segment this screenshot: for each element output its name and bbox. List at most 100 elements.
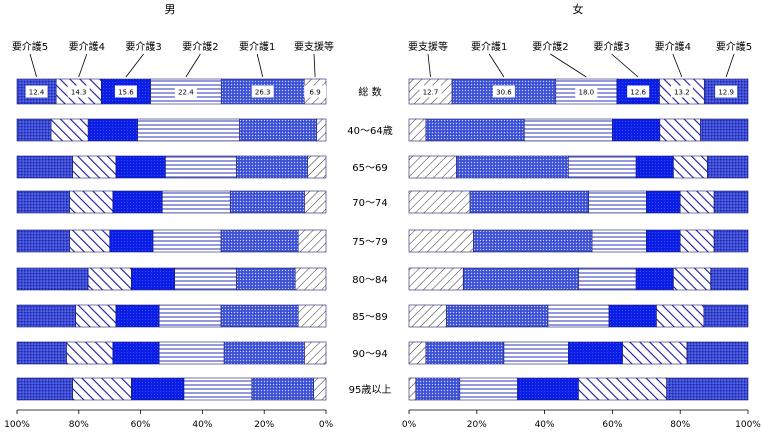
male-leader-care1 — [256, 53, 264, 78]
female-bar-care4-row4 — [679, 229, 715, 253]
male-data-label-care4: 14.3 — [71, 89, 87, 97]
female-legend: 要支援等 要介護1 要介護2 要介護3 要介護4 要介護5 — [408, 40, 752, 78]
category-label: 総 数 — [358, 86, 381, 99]
male-title: 男 — [165, 3, 176, 16]
male-bar-care4-row1 — [50, 118, 89, 142]
male-bar-support-row8 — [313, 377, 327, 401]
male-leader-care2 — [185, 53, 201, 78]
female-bar-care2-row6 — [547, 304, 610, 328]
male-leader-care5 — [29, 53, 37, 78]
male-data-label-bg-care1 — [251, 85, 274, 98]
female-data-label-bg-care3 — [627, 85, 650, 98]
male-legend-care5: 要介護5 — [12, 40, 48, 53]
male-bar-care2-row5 — [174, 267, 237, 291]
female-bar-care3-row4 — [645, 229, 681, 253]
female-bar-care3-row3 — [645, 190, 681, 214]
female-data-label-care3: 12.6 — [630, 89, 646, 97]
female-bar-care4-row1 — [659, 118, 701, 142]
female-data-label-bg-care5 — [715, 85, 738, 98]
female-bar-care3-row5 — [635, 267, 674, 291]
female-bar-support-row8 — [408, 377, 417, 401]
female-bar-care1-row7 — [425, 341, 505, 365]
female-bar-support-row2 — [408, 155, 457, 179]
male-data-label-care2: 22.4 — [178, 89, 194, 97]
male-bar-care1-row4 — [220, 229, 299, 253]
female-data-label-support: 12.7 — [423, 89, 439, 97]
male-data-label-bg-care4 — [67, 85, 90, 98]
male-bar-care3-row5 — [131, 267, 175, 291]
female-tick-label: 100% — [735, 420, 761, 430]
male-tick-label: 0% — [319, 420, 334, 430]
male-data-label-bg-care5 — [25, 85, 48, 98]
female-bars: 12.7 30.6 18.0 12.6 13.2 12.9 — [408, 78, 749, 401]
male-bar-care2-row3 — [161, 190, 231, 214]
male-bars: 6.9 26.3 22.4 15.6 14.3 12.4 — [16, 78, 327, 401]
category-label: 65～69 — [352, 163, 387, 174]
female-bar-care3-row6 — [608, 304, 657, 328]
female-tick-label: 40% — [535, 420, 555, 430]
male-bar-care3-row3 — [112, 190, 163, 214]
male-bar-support-row7 — [304, 341, 327, 365]
female-bar-care3-row2 — [635, 155, 674, 179]
male-bar-support-row2 — [307, 155, 327, 179]
male-bar-care3-row2 — [115, 155, 166, 179]
female-bar-care2-row4 — [591, 229, 647, 253]
female-legend-care2: 要介護2 — [532, 40, 568, 53]
female-bar-care1-row2 — [456, 155, 569, 179]
male-legend-care3: 要介護3 — [125, 40, 161, 53]
male-data-label-bg-care2 — [174, 85, 197, 98]
female-bar-care1-row6 — [445, 304, 549, 328]
male-bar-care3-row6 — [115, 304, 160, 328]
female-bar-care5-row5 — [710, 267, 749, 291]
male-tick-label: 80% — [69, 420, 89, 430]
male-bar-care1-row3 — [229, 190, 305, 214]
category-label: 70～74 — [352, 198, 387, 209]
female-bar-care5-row4 — [713, 229, 749, 253]
male-legend-care2: 要介護2 — [182, 40, 218, 53]
female-legend-care4: 要介護4 — [655, 40, 691, 53]
male-bar-care1-row7 — [223, 341, 305, 365]
male-bar-support-row1 — [316, 118, 327, 142]
male-data-label-care1: 26.3 — [255, 89, 271, 97]
female-bar-care3-row1 — [612, 118, 661, 142]
male-bar-support-row4 — [297, 229, 327, 253]
male-bar-care3-row1 — [87, 118, 138, 142]
female-bar-care2-row8 — [459, 377, 518, 401]
female-bar-care2-row3 — [588, 190, 647, 214]
male-bar-care4-row5 — [87, 267, 132, 291]
male-bar-care2-row2 — [165, 155, 237, 179]
female-bar-care2-row7 — [503, 341, 569, 365]
male-data-label-bg-care3 — [114, 85, 137, 98]
male-legend-care4: 要介護4 — [69, 40, 105, 53]
male-bar-care2-row4 — [152, 229, 222, 253]
male-bar-care4-row2 — [72, 155, 117, 179]
male-leader-care3 — [125, 53, 144, 78]
female-bar-care5-row8 — [666, 377, 749, 401]
male-tick-label: 60% — [131, 420, 151, 430]
male-bar-care2-row8 — [183, 377, 253, 401]
male-bar-care3-row7 — [112, 341, 160, 365]
male-data-label-bg-support — [304, 85, 327, 98]
male-bar-care2-row1 — [137, 118, 240, 142]
male-data-label-support: 6.9 — [310, 89, 321, 97]
female-x-axis: 0% 20% 40% 60% 80% 100% — [402, 409, 761, 430]
female-legend-care5: 要介護5 — [716, 40, 752, 53]
female-bar-care2-row1 — [523, 118, 613, 142]
female-bar-care4-row2 — [673, 155, 708, 179]
female-leader-care1 — [488, 53, 505, 78]
female-bar-support-row7 — [408, 341, 427, 365]
male-bar-care1-row8 — [251, 377, 314, 401]
male-bar-care5-row8 — [16, 377, 73, 401]
male-bar-care2-row7 — [158, 341, 225, 365]
female-bar-care2-row5 — [578, 267, 637, 291]
male-tick-label: 40% — [192, 420, 212, 430]
female-tick-label: 80% — [670, 420, 690, 430]
female-bar-support-row4 — [408, 229, 474, 253]
male-bar-care5-row5 — [16, 267, 89, 291]
female-data-label-care1: 30.6 — [496, 89, 512, 97]
male-tick-label: 100% — [4, 420, 30, 430]
male-bar-care5-row3 — [16, 190, 70, 214]
female-tick-label: 0% — [402, 420, 417, 430]
female-bar-care5-row7 — [686, 341, 749, 365]
